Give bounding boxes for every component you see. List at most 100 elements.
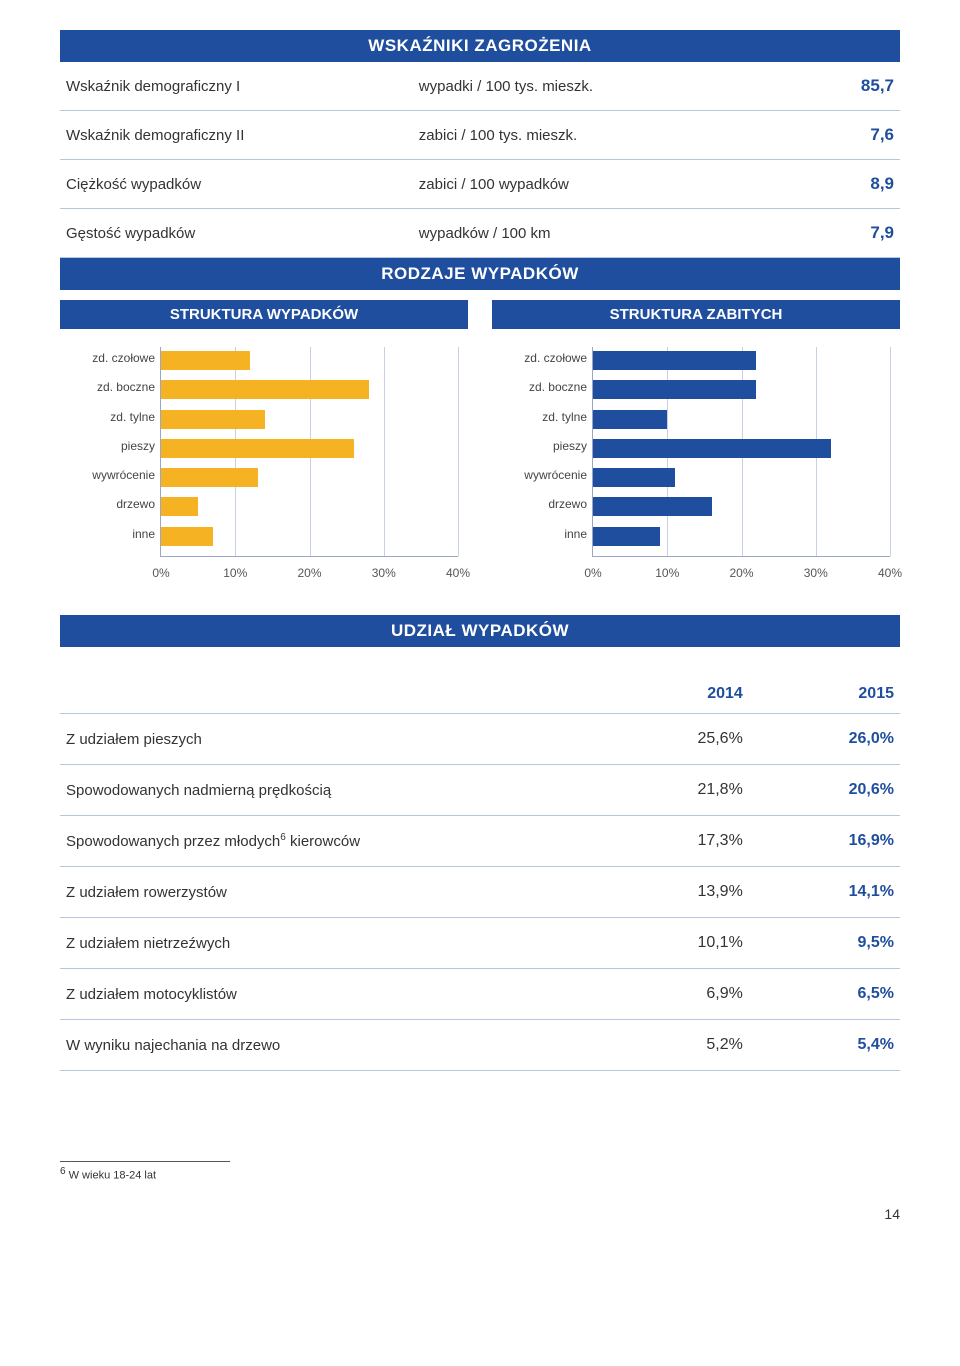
types-header: RODZAJE WYPADKÓW	[60, 258, 900, 290]
bar-row: drzewo	[593, 495, 890, 518]
metrics-row: Wskaźnik demograficzny IIzabici / 100 ty…	[60, 111, 900, 160]
bar-row: pieszy	[593, 437, 890, 460]
bar	[161, 439, 354, 458]
share-label: Z udziałem rowerzystów	[60, 867, 598, 918]
struct-acc-chart: 0% 10% 20% 30% 40% zd. czołowe zd. boczne zd. t…	[60, 347, 468, 587]
bar-category-label: zd. czołowe	[61, 349, 155, 367]
share-curr: 26,0%	[749, 714, 900, 765]
bar-row: zd. boczne	[161, 378, 458, 401]
bar	[161, 410, 265, 429]
bar-category-label: inne	[493, 525, 587, 543]
share-curr: 6,5%	[749, 969, 900, 1020]
share-row: Spowodowanych przez młodych6 kierowców17…	[60, 816, 900, 867]
bar-category-label: wywrócenie	[493, 466, 587, 484]
share-row: Z udziałem rowerzystów13,9%14,1%	[60, 867, 900, 918]
bar	[161, 380, 369, 399]
bar-category-label: drzewo	[493, 495, 587, 513]
metric-label: Ciężkość wypadków	[60, 160, 413, 209]
x-tick-label: 40%	[446, 566, 470, 580]
metric-value: 7,9	[732, 209, 900, 258]
share-prev: 13,9%	[598, 867, 749, 918]
metric-value: 85,7	[732, 62, 900, 111]
bar-row: zd. boczne	[593, 378, 890, 401]
metric-unit: zabici / 100 wypadków	[413, 160, 732, 209]
metric-value: 7,6	[732, 111, 900, 160]
bar-row: zd. tylne	[593, 408, 890, 431]
share-curr: 20,6%	[749, 765, 900, 816]
bar	[593, 497, 712, 516]
share-prev: 21,8%	[598, 765, 749, 816]
share-row: Z udziałem pieszych25,6%26,0%	[60, 714, 900, 765]
metrics-header: WSKAŹNIKI ZAGROŻENIA	[60, 30, 900, 62]
bar-category-label: zd. czołowe	[493, 349, 587, 367]
x-tick-label: 30%	[804, 566, 828, 580]
bar	[593, 527, 660, 546]
bar-row: zd. tylne	[161, 408, 458, 431]
bar-category-label: wywrócenie	[61, 466, 155, 484]
bar	[593, 468, 675, 487]
x-tick-label: 20%	[729, 566, 753, 580]
share-curr: 5,4%	[749, 1020, 900, 1071]
bar-category-label: zd. tylne	[61, 408, 155, 426]
bar	[161, 497, 198, 516]
footnote-text: W wieku 18-24 lat	[66, 1170, 156, 1182]
share-row: W wyniku najechania na drzewo5,2%5,4%	[60, 1020, 900, 1071]
bar-row: inne	[593, 525, 890, 548]
share-curr: 14,1%	[749, 867, 900, 918]
year-prev: 2014	[598, 675, 749, 714]
share-label: Spowodowanych przez młodych6 kierowców	[60, 816, 598, 867]
metric-unit: wypadków / 100 km	[413, 209, 732, 258]
bar	[593, 351, 756, 370]
bar-row: zd. czołowe	[161, 349, 458, 372]
bar	[161, 527, 213, 546]
share-header: UDZIAŁ WYPADKÓW	[60, 615, 900, 647]
bar	[593, 439, 831, 458]
share-prev: 10,1%	[598, 918, 749, 969]
share-prev: 5,2%	[598, 1020, 749, 1071]
struct-fat-chart: 0% 10% 20% 30% 40% zd. czołowe zd. boczne zd. t…	[492, 347, 900, 587]
bar-row: wywrócenie	[593, 466, 890, 489]
metrics-row: Ciężkość wypadkówzabici / 100 wypadków8,…	[60, 160, 900, 209]
page-number: 14	[60, 1206, 900, 1222]
metric-label: Wskaźnik demograficzny II	[60, 111, 413, 160]
x-tick-label: 20%	[297, 566, 321, 580]
bar-row: drzewo	[161, 495, 458, 518]
bar-row: zd. czołowe	[593, 349, 890, 372]
share-table: 2014 2015 Z udziałem pieszych25,6%26,0%S…	[60, 675, 900, 1071]
share-label: W wyniku najechania na drzewo	[60, 1020, 598, 1071]
share-row: Z udziałem nietrzeźwych10,1%9,5%	[60, 918, 900, 969]
bar-row: wywrócenie	[161, 466, 458, 489]
share-prev: 25,6%	[598, 714, 749, 765]
bar	[161, 468, 258, 487]
metrics-table: Wskaźnik demograficzny Iwypadki / 100 ty…	[60, 62, 900, 258]
metric-label: Gęstość wypadków	[60, 209, 413, 258]
x-tick-label: 0%	[152, 566, 169, 580]
x-tick-label: 10%	[655, 566, 679, 580]
share-label: Z udziałem nietrzeźwych	[60, 918, 598, 969]
x-tick-label: 40%	[878, 566, 902, 580]
struct-acc-header: STRUKTURA WYPADKÓW	[60, 300, 468, 329]
footnote: 6 W wieku 18-24 lat	[60, 1166, 900, 1182]
bar-row: inne	[161, 525, 458, 548]
metrics-row: Gęstość wypadkówwypadków / 100 km7,9	[60, 209, 900, 258]
bar	[593, 380, 756, 399]
share-row: Z udziałem motocyklistów6,9%6,5%	[60, 969, 900, 1020]
bar	[161, 351, 250, 370]
x-tick-label: 30%	[372, 566, 396, 580]
bar-category-label: drzewo	[61, 495, 155, 513]
share-row: Spowodowanych nadmierną prędkością21,8%2…	[60, 765, 900, 816]
share-curr: 16,9%	[749, 816, 900, 867]
share-label: Spowodowanych nadmierną prędkością	[60, 765, 598, 816]
share-label: Z udziałem motocyklistów	[60, 969, 598, 1020]
metric-unit: wypadki / 100 tys. mieszk.	[413, 62, 732, 111]
x-tick-label: 0%	[584, 566, 601, 580]
bar-category-label: inne	[61, 525, 155, 543]
metric-unit: zabici / 100 tys. mieszk.	[413, 111, 732, 160]
bar-category-label: pieszy	[493, 437, 587, 455]
x-tick-label: 10%	[223, 566, 247, 580]
struct-fat-header: STRUKTURA ZABITYCH	[492, 300, 900, 329]
bar-category-label: zd. tylne	[493, 408, 587, 426]
bar	[593, 410, 667, 429]
footnote-separator	[60, 1161, 230, 1162]
bar-category-label: zd. boczne	[493, 378, 587, 396]
